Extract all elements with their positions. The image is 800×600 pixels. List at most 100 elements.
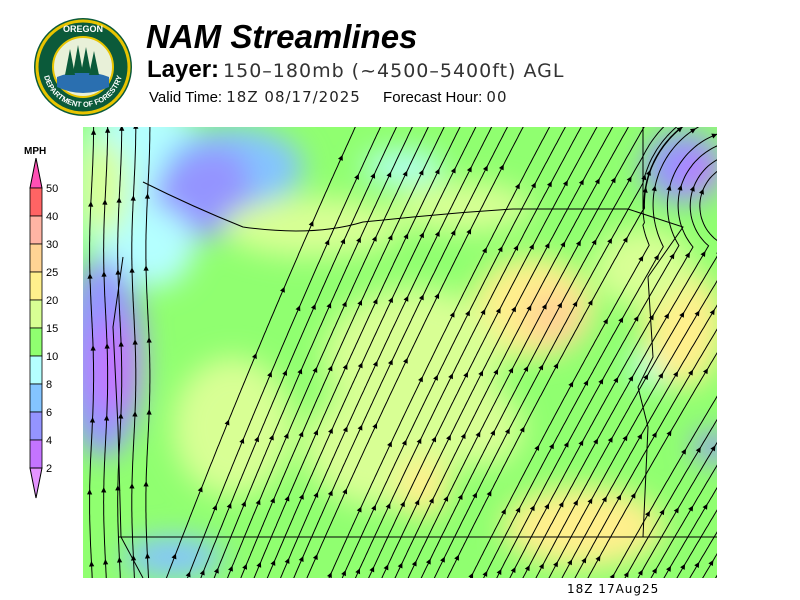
streamline-arrow: [583, 379, 589, 386]
streamline-arrow: [609, 573, 615, 578]
streamline-arrow: [478, 370, 484, 377]
wind-speed-region: [593, 227, 693, 307]
streamline-arrow: [357, 362, 363, 369]
streamline-arrow: [224, 419, 230, 426]
legend-swatch: [29, 439, 43, 469]
streamline-arrow: [283, 432, 289, 439]
streamline-arrow: [529, 505, 535, 512]
streamline-arrow: [602, 318, 608, 325]
streamline-arrow: [146, 337, 152, 343]
streamline-arrow: [102, 199, 108, 205]
streamline-arrow: [493, 368, 499, 375]
streamline-arrow: [637, 433, 643, 440]
streamline: [689, 531, 717, 578]
streamline: [328, 127, 551, 578]
streamline-arrow: [475, 431, 481, 438]
streamline-arrow: [573, 499, 578, 506]
streamline-arrow: [342, 426, 348, 433]
streamline-arrow: [434, 292, 440, 299]
streamline-arrow: [132, 339, 138, 345]
streamline-arrow: [450, 229, 456, 236]
streamline: [574, 328, 717, 578]
streamline-arrow: [541, 303, 547, 310]
streamline: [381, 127, 614, 578]
streamline-arrow: [104, 343, 110, 349]
streamline-arrow: [689, 185, 695, 192]
legend-swatch: [29, 187, 43, 217]
streamline-arrow: [327, 365, 333, 372]
streamline-arrow: [295, 305, 301, 312]
legend-swatch: [29, 355, 43, 385]
streamline-arrow: [401, 439, 407, 446]
streamline-arrow: [466, 228, 472, 235]
streamline-arrow: [416, 437, 422, 444]
streamline-arrow: [130, 555, 137, 561]
streamline-arrow: [298, 431, 304, 438]
streamline-arrow: [433, 374, 438, 381]
streamline-arrow: [618, 317, 624, 323]
streamline-arrow: [414, 499, 420, 506]
streamline-arrow: [226, 502, 232, 509]
streamline-arrow: [418, 376, 423, 383]
streamline-arrow: [89, 417, 96, 423]
streamline-arrow: [482, 247, 487, 254]
streamline-arrow: [119, 127, 125, 131]
streamline-arrow: [284, 557, 290, 564]
streamline-arrow: [524, 565, 530, 572]
streamline-arrow: [298, 555, 304, 562]
streamline-arrow: [466, 166, 472, 173]
streamline: [103, 127, 109, 578]
streamline-arrow: [402, 170, 408, 177]
streamline-arrow: [115, 485, 121, 491]
streamline-arrow: [105, 127, 111, 133]
streamline-arrow: [562, 180, 568, 187]
streamline-arrow: [372, 298, 378, 305]
streamline: [496, 133, 717, 578]
streamline-arrow: [241, 500, 246, 507]
streamline-arrow: [526, 304, 532, 311]
streamline-arrow: [642, 187, 648, 193]
streamline-arrow: [326, 302, 332, 309]
streamline-arrow: [578, 179, 584, 186]
streamline-arrow: [313, 429, 319, 436]
streamline: [624, 418, 717, 578]
streamline-arrow: [403, 357, 408, 364]
streamline-arrow: [428, 497, 434, 504]
streamline-arrow: [490, 429, 496, 436]
streamline-arrow: [239, 437, 245, 444]
streamline-arrow: [578, 439, 584, 446]
streamline-arrow: [418, 169, 424, 176]
streamline-arrow: [434, 168, 440, 175]
streamline-arrow: [369, 566, 375, 573]
streamline-arrow: [454, 554, 459, 561]
streamline-arrow: [659, 509, 665, 516]
streamline-arrow: [268, 434, 274, 441]
streamline-arrow: [658, 372, 664, 379]
streamline-arrow: [684, 252, 690, 259]
streamline-arrow: [567, 559, 573, 566]
layer-value: 150–180mb (~4500–5400ft) AGL: [223, 60, 565, 82]
streamline-arrow: [419, 232, 424, 239]
legend-label: 4: [46, 435, 52, 447]
streamline-arrow: [171, 553, 177, 560]
streamline-arrow: [143, 481, 149, 487]
streamline-arrow: [563, 441, 569, 448]
streamline-arrow: [90, 345, 96, 351]
streamline-arrow: [616, 494, 622, 501]
streamline-arrow: [372, 422, 378, 429]
streamline-arrow: [465, 310, 470, 317]
streamline-arrow: [694, 310, 700, 317]
streamline-arrow: [595, 555, 601, 562]
legend-label: 2: [46, 463, 52, 475]
streamline-arrow: [544, 242, 550, 249]
streamline: [354, 127, 582, 578]
streamline-arrow: [519, 426, 525, 433]
streamline-arrow: [511, 306, 516, 313]
streamline-arrow: [212, 504, 218, 511]
streamline: [368, 127, 598, 578]
streamline-arrow: [397, 562, 403, 569]
streamline-arrow: [673, 507, 679, 514]
streamline: [420, 127, 665, 578]
streamline-arrow: [623, 571, 629, 578]
streamline-arrow: [102, 559, 109, 565]
